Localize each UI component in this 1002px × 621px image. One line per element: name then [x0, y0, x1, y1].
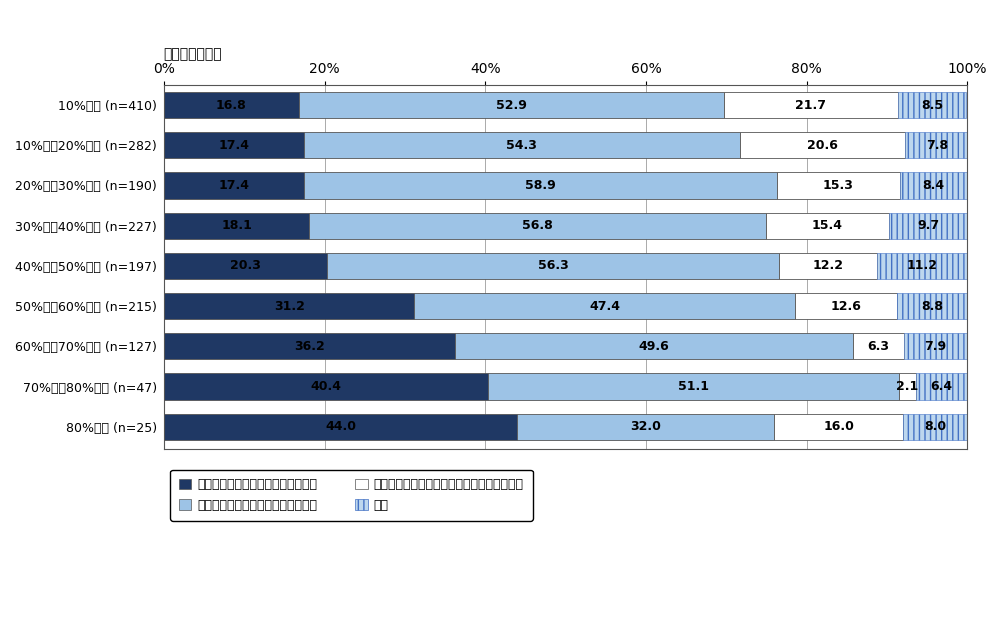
Bar: [900, 173, 967, 199]
Text: 8.4: 8.4: [923, 179, 945, 192]
Bar: [878, 253, 967, 279]
Text: 40.4: 40.4: [311, 380, 342, 393]
Text: 16.0: 16.0: [824, 420, 854, 433]
Text: 8.5: 8.5: [921, 99, 943, 112]
Legend: 積極的に施設内看取りを行っている, 必要な時期になれば行うこともある, 特に看取りは当施設の役割とは考えていない, 不明: 積極的に施設内看取りを行っている, 必要な時期になれば行うこともある, 特に看取…: [170, 469, 533, 520]
Text: 12.2: 12.2: [813, 260, 844, 273]
Bar: [163, 333, 455, 360]
Bar: [163, 132, 304, 158]
Bar: [304, 132, 739, 158]
Bar: [777, 173, 900, 199]
Bar: [766, 212, 890, 238]
Text: 8.8: 8.8: [921, 299, 943, 312]
Text: 58.9: 58.9: [525, 179, 555, 192]
Bar: [163, 92, 299, 118]
Bar: [775, 414, 903, 440]
Bar: [906, 132, 968, 158]
Bar: [890, 212, 967, 238]
Text: （在宅復帰率）: （在宅復帰率）: [163, 47, 221, 61]
Bar: [897, 293, 967, 319]
Bar: [304, 173, 777, 199]
Text: 11.2: 11.2: [907, 260, 938, 273]
Bar: [163, 212, 310, 238]
Bar: [739, 132, 906, 158]
Text: 49.6: 49.6: [638, 340, 669, 353]
Text: 7.8: 7.8: [926, 138, 948, 152]
Bar: [916, 373, 967, 400]
Bar: [163, 373, 488, 400]
Text: 9.7: 9.7: [917, 219, 939, 232]
Text: 6.4: 6.4: [931, 380, 953, 393]
Bar: [163, 293, 415, 319]
Text: 7.9: 7.9: [925, 340, 947, 353]
Text: 36.2: 36.2: [294, 340, 325, 353]
Text: 16.8: 16.8: [216, 99, 246, 112]
Text: 44.0: 44.0: [325, 420, 356, 433]
Bar: [455, 333, 853, 360]
Text: 56.3: 56.3: [538, 260, 568, 273]
Text: 54.3: 54.3: [506, 138, 537, 152]
Text: 17.4: 17.4: [218, 138, 249, 152]
Text: 32.0: 32.0: [630, 420, 661, 433]
Text: 20.3: 20.3: [229, 260, 261, 273]
Text: 51.1: 51.1: [678, 380, 709, 393]
Bar: [903, 414, 967, 440]
Bar: [723, 92, 898, 118]
Bar: [327, 253, 780, 279]
Bar: [853, 333, 904, 360]
Bar: [796, 293, 897, 319]
Bar: [904, 333, 967, 360]
Text: 47.4: 47.4: [589, 299, 620, 312]
Text: 21.7: 21.7: [796, 99, 827, 112]
Text: 20.6: 20.6: [808, 138, 838, 152]
Text: 2.1: 2.1: [896, 380, 919, 393]
Text: 12.6: 12.6: [831, 299, 862, 312]
Text: 18.1: 18.1: [221, 219, 252, 232]
Text: 17.4: 17.4: [218, 179, 249, 192]
Bar: [780, 253, 878, 279]
Bar: [517, 414, 775, 440]
Text: 15.3: 15.3: [823, 179, 854, 192]
Bar: [163, 253, 327, 279]
Text: 56.8: 56.8: [522, 219, 553, 232]
Bar: [163, 173, 304, 199]
Bar: [310, 212, 766, 238]
Text: 31.2: 31.2: [274, 299, 305, 312]
Bar: [488, 373, 899, 400]
Text: 52.9: 52.9: [496, 99, 527, 112]
Bar: [899, 373, 916, 400]
Bar: [299, 92, 723, 118]
Bar: [898, 92, 967, 118]
Text: 8.0: 8.0: [924, 420, 946, 433]
Bar: [163, 414, 517, 440]
Text: 15.4: 15.4: [812, 219, 843, 232]
Text: 6.3: 6.3: [868, 340, 890, 353]
Bar: [415, 293, 796, 319]
